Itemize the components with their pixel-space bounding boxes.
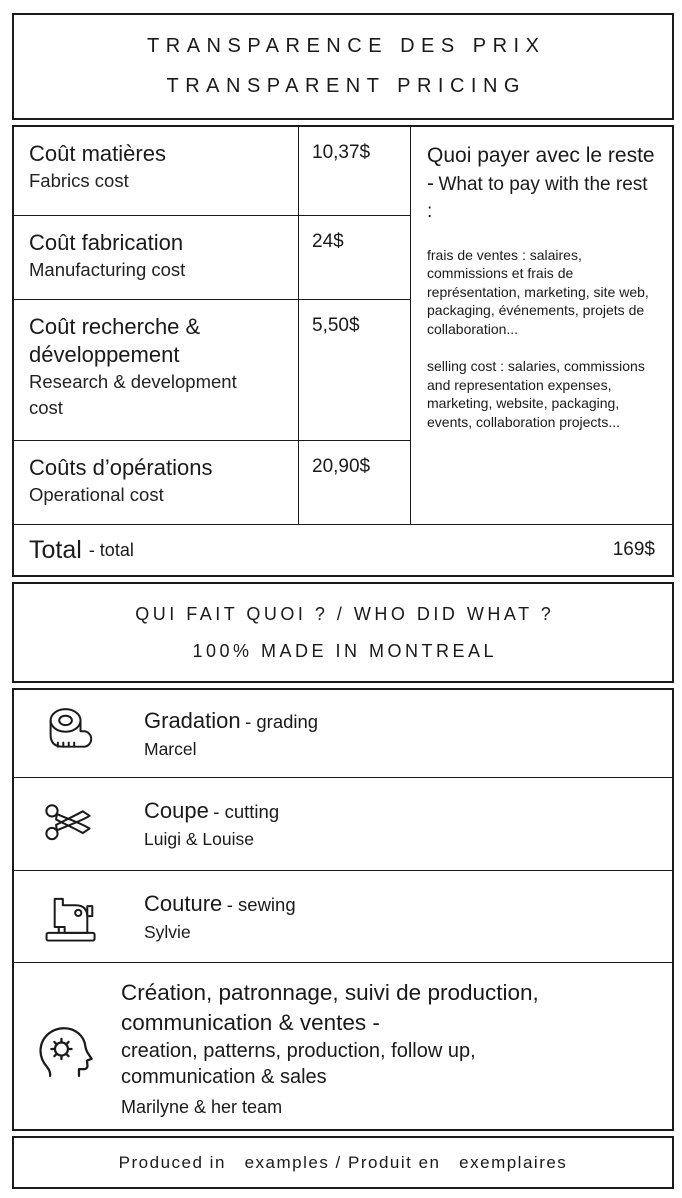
cost-row-fabrics-price: 10,37$ <box>299 127 410 216</box>
cost-label-en: Manufacturing cost <box>29 259 186 280</box>
who-did-what-header-section: QUI FAIT QUOI ? / WHO DID WHAT ? 100% MA… <box>12 582 674 683</box>
rest-explanation-note: Quoi payer avec le reste - What to pay w… <box>410 127 672 524</box>
produced-in-examples-text: Produced in examples / Produit en exempl… <box>118 1152 568 1172</box>
cost-label-fr: Coût matières <box>29 141 166 166</box>
who-label-fr: Création, patronnage, suivi de productio… <box>121 979 539 1035</box>
who-row-title: Coupe - cutting <box>144 798 279 824</box>
total-label-fr: Total <box>29 535 82 564</box>
measuring-tape-icon <box>42 705 100 763</box>
title-french: TRANSPARENCE DES PRIX <box>147 35 546 57</box>
who-row-text: Couture - sewing Sylvie <box>144 891 296 943</box>
total-label-en: - total <box>88 539 134 560</box>
cost-table-section: Coût matières Fabrics cost 10,37$ Coût f… <box>12 125 674 577</box>
who-row-cutting: Coupe - cutting Luigi & Louise <box>14 778 672 871</box>
who-person: Sylvie <box>144 921 191 942</box>
total-row: Total - total 169$ <box>14 524 672 575</box>
cost-row-fabrics-label: Coût matières Fabrics cost <box>14 127 299 216</box>
who-person: Marilyne & her team <box>121 1096 283 1117</box>
cost-label-en: Fabrics cost <box>29 170 129 191</box>
rest-note-paragraph-en: selling cost : salaries, commissions and… <box>427 358 645 430</box>
cost-label-fr: Coûts d’opérations <box>29 455 213 480</box>
card-stack: TRANSPARENCE DES PRIX TRANSPARENT PRICIN… <box>12 13 674 1189</box>
who-label-en: - cutting <box>213 801 280 822</box>
who-row-grading: Gradation - grading Marcel <box>14 690 672 778</box>
who-person: Marcel <box>144 738 197 759</box>
rest-note-title: Quoi payer avec le reste - What to pay w… <box>427 142 658 226</box>
who-label-fr: Couture <box>144 890 223 916</box>
head-gear-icon <box>30 1015 96 1081</box>
cost-row-manufacturing-price: 24$ <box>299 216 410 300</box>
who-label-en: - sewing <box>226 893 296 915</box>
cost-label-en: Operational cost <box>29 484 164 505</box>
who-row-title: Couture - sewing <box>144 891 296 917</box>
who-row-text: Gradation - grading Marcel <box>144 708 318 760</box>
cost-row-rnd-price: 5,50$ <box>299 300 410 441</box>
title-english: TRANSPARENT PRICING <box>166 75 526 97</box>
who-row-sewing: Couture - sewing Sylvie <box>14 871 672 963</box>
who-label-en: creation, patterns, production, follow u… <box>121 1039 476 1088</box>
scissors-icon <box>42 795 100 853</box>
header-section: TRANSPARENCE DES PRIX TRANSPARENT PRICIN… <box>12 13 674 120</box>
who-label-fr: Gradation <box>144 707 241 733</box>
rest-note-paragraph-fr: frais de ventes : salaires, commissions … <box>427 246 649 337</box>
who-did-what-title: QUI FAIT QUOI ? / WHO DID WHAT ? <box>135 603 555 624</box>
who-row-text: Création, patronnage, suivi de productio… <box>121 978 571 1118</box>
total-value: 169$ <box>612 539 655 560</box>
footer-section: Produced in examples / Produit en exempl… <box>12 1136 674 1189</box>
cost-row-operations-label: Coûts d’opérations Operational cost <box>14 441 299 524</box>
who-person: Luigi & Louise <box>144 829 254 849</box>
who-did-what-rows-section: Gradation - grading Marcel <box>12 688 674 1131</box>
rest-note-title-fr: Quoi payer avec le reste - <box>427 144 655 195</box>
who-row-title: Gradation - grading <box>144 708 318 734</box>
cost-label-fr: Coût recherche & développement <box>29 314 201 367</box>
cost-label-fr: Coût fabrication <box>29 230 184 255</box>
who-label-en: - grading <box>245 710 319 732</box>
who-row-text: Coupe - cutting Luigi & Louise <box>144 798 279 850</box>
who-row-creation: Création, patronnage, suivi de productio… <box>14 963 672 1132</box>
rest-note-title-en: What to pay with the rest : <box>427 173 648 223</box>
sewing-machine-icon <box>42 888 100 946</box>
cost-row-rnd-label: Coût recherche & développement Research … <box>14 300 299 441</box>
cost-row-operations-price: 20,90$ <box>312 456 371 477</box>
cost-row-manufacturing-label: Coût fabrication Manufacturing cost <box>14 216 299 300</box>
who-label-fr: Coupe <box>144 798 209 823</box>
cost-label-en: Research & development cost <box>29 371 237 418</box>
made-in-montreal-subtitle: 100% MADE IN MONTREAL <box>192 640 498 661</box>
